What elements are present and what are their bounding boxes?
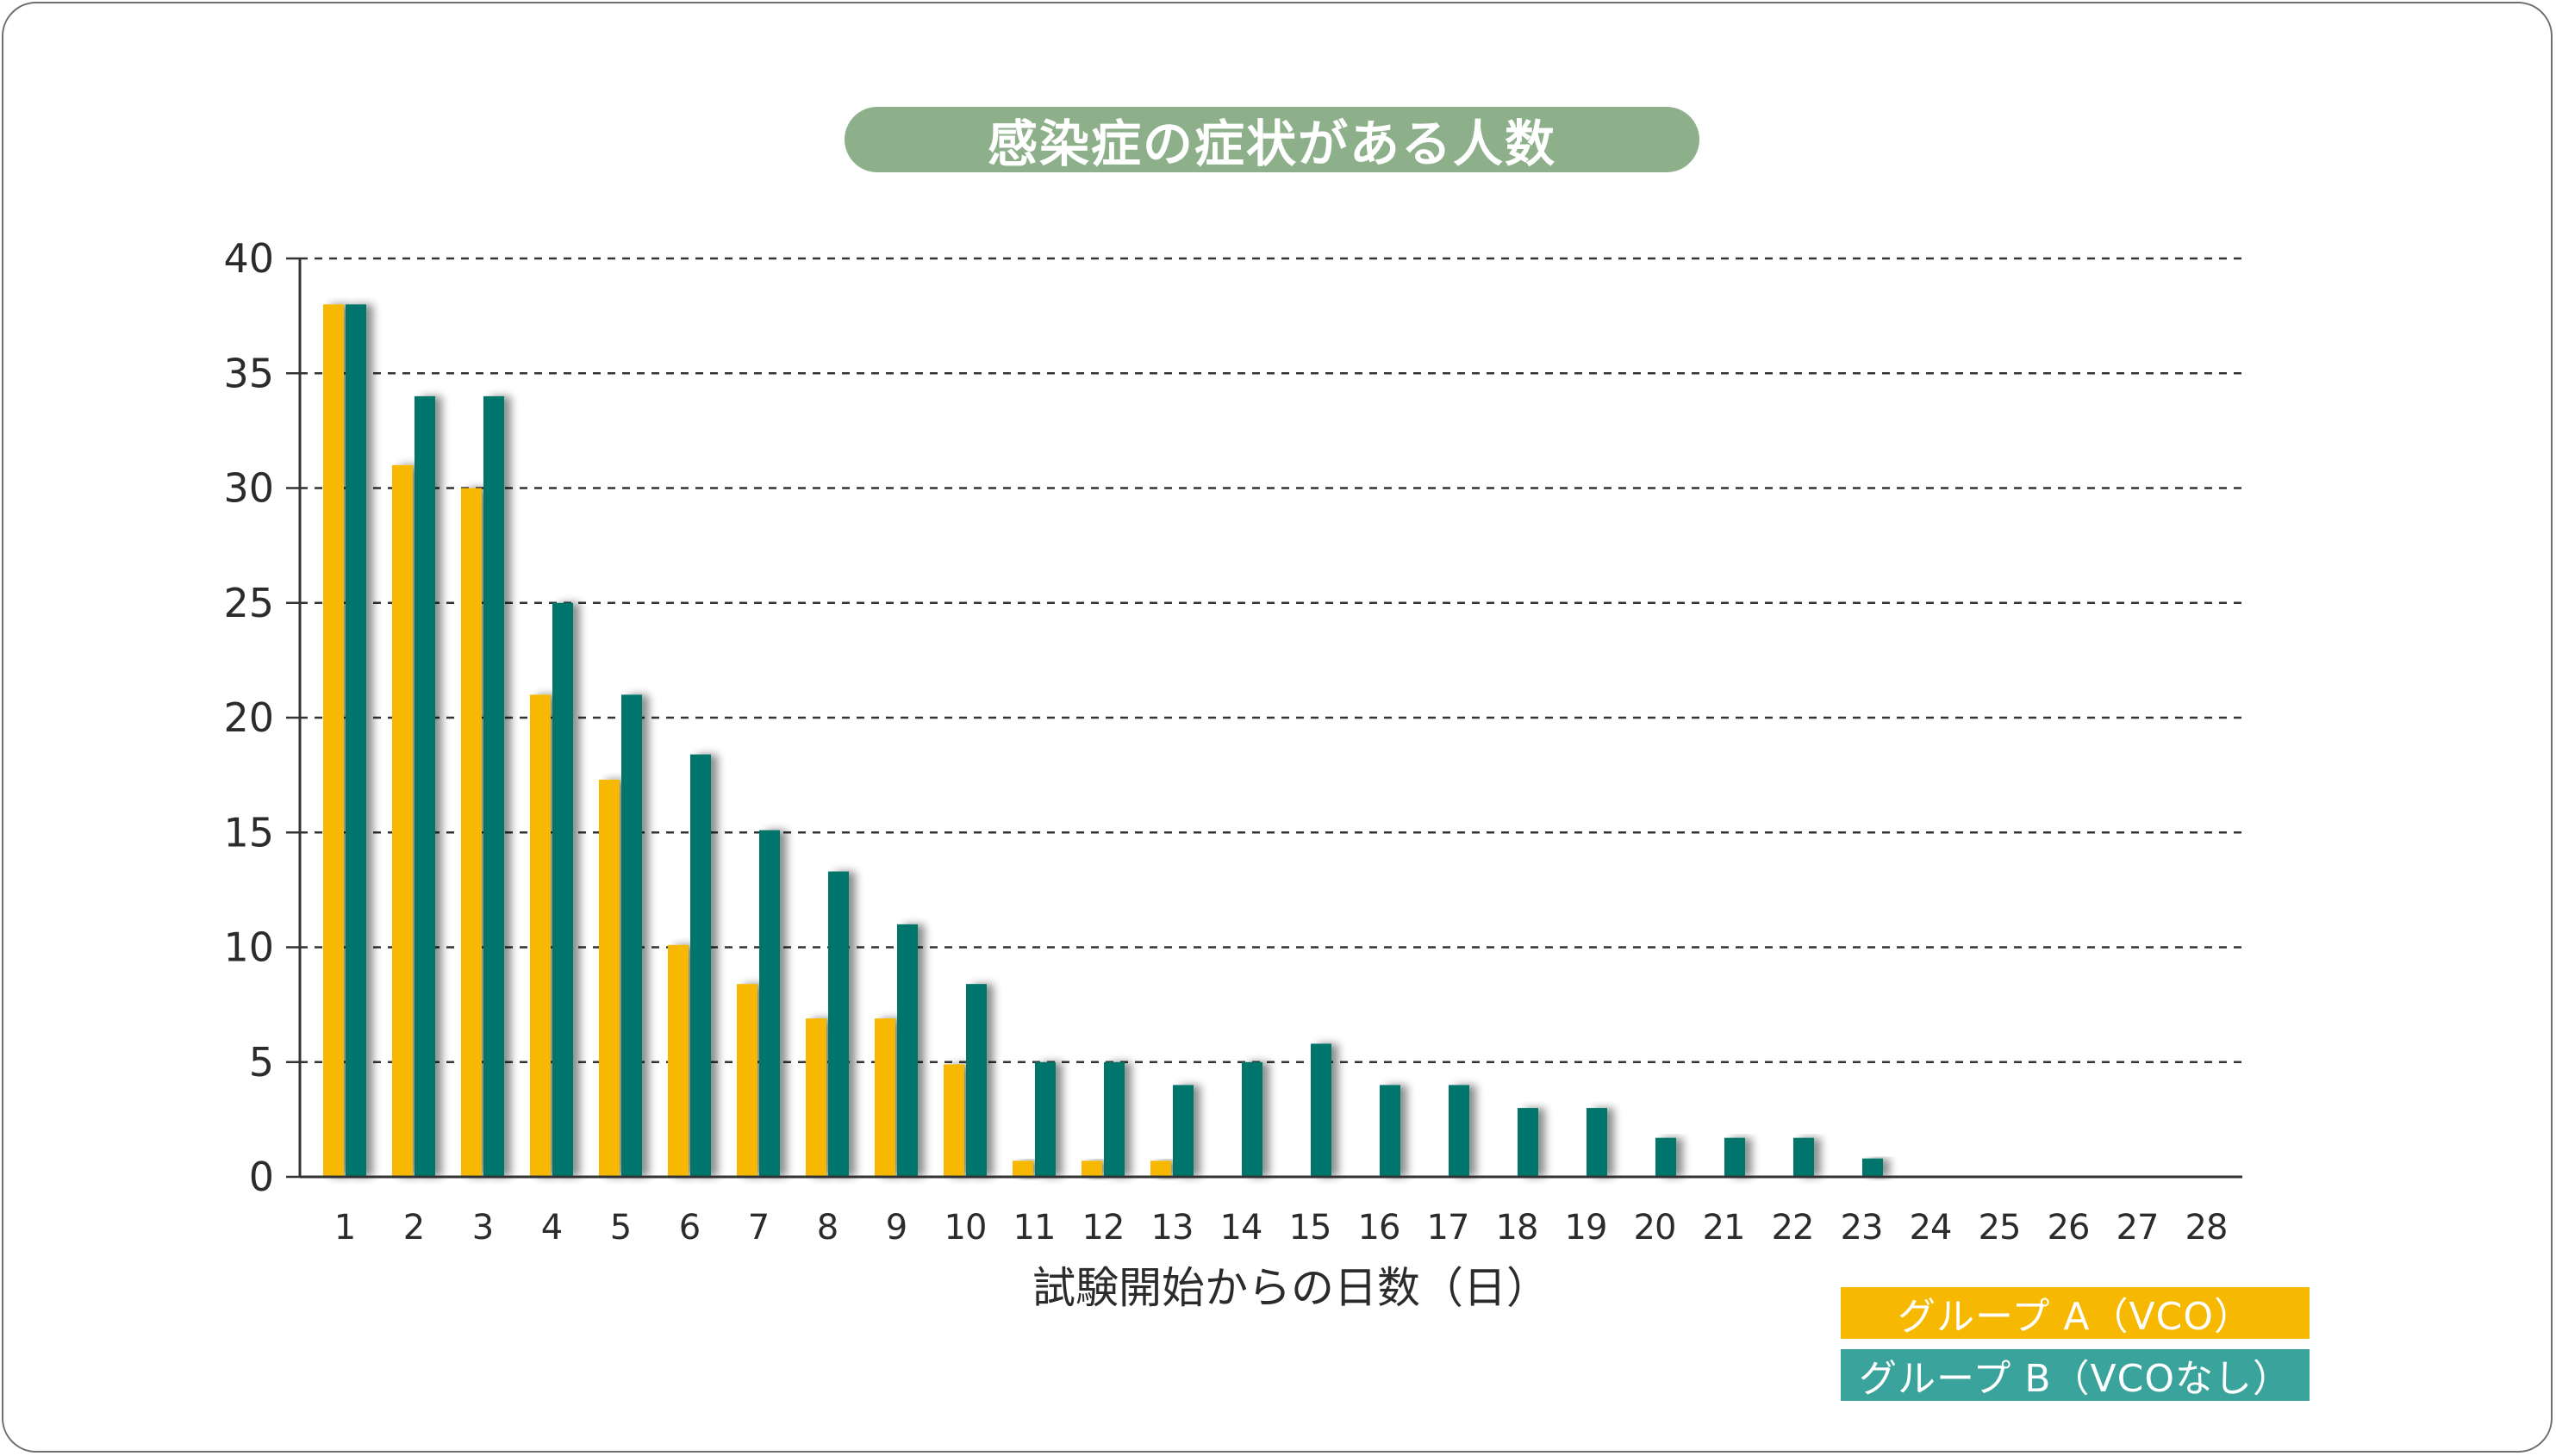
bar-group-b <box>897 924 918 1177</box>
bar-group-a <box>737 984 757 1177</box>
x-tick-label: 1 <box>334 1208 355 1248</box>
y-tick-label: 20 <box>223 694 274 741</box>
bar-group-a <box>599 779 620 1177</box>
x-tick-label: 15 <box>1289 1208 1331 1248</box>
x-tick-labels: 1 2 3 4 5 6 7 8 9 10 11 12 13 14 15 16 17 18 19 20 21 22 23 24 2… <box>334 1208 2229 1248</box>
bar-group-b <box>552 602 573 1177</box>
x-tick-label: 11 <box>1013 1208 1056 1248</box>
bars <box>323 304 1883 1177</box>
bar-group-b <box>1518 1108 1538 1177</box>
bar-group-b <box>1311 1043 1331 1177</box>
x-tick-label: 20 <box>1634 1208 1676 1248</box>
y-tick-label: 35 <box>223 350 274 396</box>
x-tick-label: 26 <box>2048 1208 2090 1248</box>
y-tick-label: 15 <box>223 809 274 856</box>
bar-group-b <box>690 754 711 1177</box>
bar-group-b <box>1793 1137 1814 1177</box>
x-tick-label: 6 <box>679 1208 700 1248</box>
y-tick-labels: 0 5 10 15 20 25 30 35 40 <box>223 235 274 1200</box>
x-tick-label: 27 <box>2116 1208 2159 1248</box>
bar-group-b <box>1104 1061 1125 1177</box>
bar-group-b <box>1724 1137 1745 1177</box>
y-tick-label: 10 <box>223 924 274 971</box>
x-tick-label: 4 <box>541 1208 562 1248</box>
x-tick-label: 10 <box>944 1208 987 1248</box>
x-tick-label: 5 <box>610 1208 631 1248</box>
x-tick-label: 18 <box>1496 1208 1538 1248</box>
bar-group-b <box>1587 1108 1607 1177</box>
legend-item-group-a: グループ A（VCO） <box>1841 1287 2310 1339</box>
bar-group-a <box>323 304 344 1177</box>
x-tick-label: 23 <box>1841 1208 1883 1248</box>
x-tick-label: 9 <box>886 1208 907 1248</box>
x-tick-label: 24 <box>1910 1208 1952 1248</box>
x-tick-label: 7 <box>748 1208 769 1248</box>
bar-group-a <box>668 944 689 1177</box>
bar-group-b <box>1655 1137 1676 1177</box>
x-tick-label: 28 <box>2185 1208 2228 1248</box>
x-tick-label: 8 <box>817 1208 838 1248</box>
x-tick-label: 25 <box>1979 1208 2021 1248</box>
x-tick-label: 2 <box>403 1208 424 1248</box>
y-tick-label: 0 <box>249 1154 274 1200</box>
bar-group-b <box>1035 1061 1056 1177</box>
x-tick-label: 22 <box>1772 1208 1814 1248</box>
bar-group-b <box>966 984 987 1177</box>
bar-group-b <box>759 830 780 1177</box>
bar-group-b <box>1449 1085 1469 1177</box>
x-tick-label: 12 <box>1082 1208 1125 1248</box>
bar-group-a <box>392 464 413 1177</box>
bar-group-b <box>1173 1085 1194 1177</box>
gridlines <box>300 257 2242 1063</box>
legend-item-group-b: グループ B（VCOなし） <box>1841 1349 2310 1401</box>
bar-group-a <box>1013 1160 1033 1177</box>
bar-group-a <box>461 488 482 1177</box>
x-tick-label: 14 <box>1220 1208 1262 1248</box>
x-tick-label: 21 <box>1703 1208 1745 1248</box>
y-tick-label: 5 <box>249 1039 274 1086</box>
chart-title: 感染症の症状がある人数 <box>845 107 1699 173</box>
bar-group-b <box>346 304 366 1177</box>
bar-group-b <box>415 395 435 1177</box>
bar-group-a <box>1150 1160 1171 1177</box>
bar-group-a <box>806 1018 826 1177</box>
y-tick-label: 30 <box>223 465 274 512</box>
y-tick-label: 25 <box>223 580 274 626</box>
bar-group-b <box>1242 1061 1262 1177</box>
bar-group-b <box>621 694 642 1177</box>
bar-group-a <box>530 694 551 1177</box>
x-tick-label: 16 <box>1358 1208 1400 1248</box>
bar-group-a <box>875 1018 895 1177</box>
bar-group-b <box>1862 1158 1883 1177</box>
bar-group-b <box>483 395 504 1177</box>
bar-group-b <box>828 871 849 1177</box>
x-axis-label: 試験開始からの日数（日） <box>1032 1263 1549 1313</box>
bar-group-b <box>1380 1085 1400 1177</box>
y-tick-label: 40 <box>223 235 274 282</box>
bar-group-a <box>944 1064 964 1177</box>
x-tick-label: 19 <box>1565 1208 1607 1248</box>
bar-group-a <box>1082 1160 1102 1177</box>
x-tick-label: 17 <box>1427 1208 1469 1248</box>
x-tick-label: 3 <box>472 1208 493 1248</box>
axes <box>286 257 2242 1179</box>
x-tick-label: 13 <box>1151 1208 1194 1248</box>
